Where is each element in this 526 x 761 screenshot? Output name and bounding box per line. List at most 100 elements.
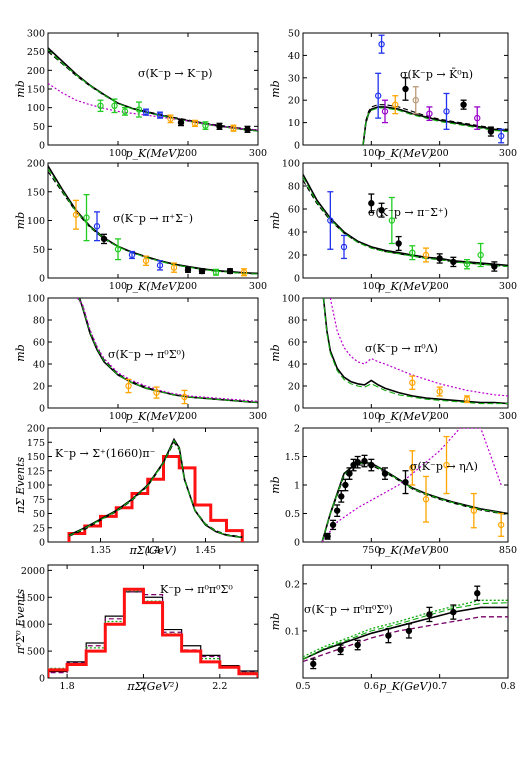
series-curve	[303, 174, 508, 267]
data-point	[381, 108, 389, 115]
plot-area	[48, 165, 258, 277]
panel-p7: 1.35 1.4 1.45 0 25 50 75 100 125 150 175 200 πΣ(GeV)…	[14, 424, 259, 557]
panel-p9: 1.8 2 2.2 0 500 1000 1500 2000 πΣ(GeV²) π⁰Σ⁰ Even…	[14, 564, 259, 693]
y-tick-label: 80	[288, 182, 300, 193]
data-point	[405, 627, 413, 635]
y-tick-label: 25	[33, 523, 45, 534]
plot-area	[48, 587, 258, 678]
x-tick-label: 800	[431, 545, 449, 556]
panel-annotation: σ(K⁻p → π⁰Λ)	[365, 342, 438, 355]
series-curve	[48, 51, 258, 131]
y-tick-label: 200	[27, 424, 45, 435]
data-point	[497, 132, 505, 140]
data-point	[392, 101, 399, 108]
y-tick-label: 50	[288, 29, 300, 40]
data-point	[350, 461, 357, 469]
x-tick-label: 300	[249, 281, 267, 292]
y-tick-label: 125	[27, 466, 45, 477]
plot-frame	[302, 564, 509, 679]
data-point	[491, 263, 498, 270]
series-curve	[48, 171, 258, 275]
y-axis-label: mb	[269, 344, 282, 361]
panel-annotation: K⁻p → π⁰π⁰Σ⁰	[160, 583, 233, 596]
data-point	[135, 106, 143, 113]
data-point	[443, 461, 450, 469]
x-axis-label: πΣ(GeV)	[129, 544, 177, 557]
x-tick-label: 0.6	[364, 681, 379, 692]
data-point	[202, 122, 209, 129]
data-point	[342, 481, 349, 489]
data-point	[487, 128, 495, 135]
y-axis-label: πΣ Events	[14, 456, 27, 514]
data-point	[395, 240, 402, 247]
data-point	[346, 470, 353, 477]
x-tick-label: 1.4	[145, 545, 160, 556]
data-point	[125, 382, 132, 390]
y-axis-label: π⁰Σ⁰ Events	[14, 589, 27, 656]
y-tick-label: 100	[27, 216, 45, 227]
y-tick-label: 75	[33, 495, 45, 506]
data-point	[153, 389, 160, 396]
y-axis-label: mb	[14, 212, 27, 229]
x-tick-label: 100	[362, 148, 380, 159]
x-tick-label: 200	[179, 281, 197, 292]
x-tick-label: 200	[179, 411, 197, 422]
y-tick-label: 0	[294, 141, 300, 152]
y-tick-label: 1000	[21, 620, 45, 631]
y-tick-label: 0	[39, 538, 45, 549]
data-point	[327, 217, 334, 224]
y-tick-label: 300	[27, 29, 45, 40]
panel-annotation: σ(K⁻p → π⁰π⁰Σ⁰)	[304, 603, 393, 616]
y-tick-label: 30	[288, 73, 300, 84]
y-tick-label: 100	[282, 294, 300, 305]
y-tick-label: 100	[27, 294, 45, 305]
y-tick-label: 150	[27, 452, 45, 463]
data-point	[324, 533, 331, 540]
panel-annotation: σ(K⁻p → ηΛ)	[410, 460, 478, 473]
x-tick-label: 2	[140, 681, 146, 692]
series-curve	[68, 439, 243, 538]
y-tick-label: 0	[39, 274, 45, 285]
data-point	[333, 507, 341, 514]
data-point	[93, 223, 101, 230]
y-tick-label: 40	[288, 51, 300, 62]
y-tick-label: 20	[288, 251, 300, 262]
x-tick-label: 750	[362, 545, 380, 556]
data-point	[310, 660, 317, 668]
data-point	[409, 379, 416, 386]
y-tick-label: 250	[27, 47, 45, 58]
panel-p2: 100 200 300 0 10 20 30 40 50 p_K(MeV) mb σ(K⁻p → K̄…	[269, 29, 517, 161]
data-point	[474, 590, 481, 597]
data-point	[450, 258, 457, 266]
x-tick-label: 200	[431, 148, 449, 159]
data-point	[470, 507, 478, 514]
x-tick-label: 300	[249, 411, 267, 422]
series-curve	[362, 104, 508, 145]
data-point	[443, 108, 450, 115]
data-point	[474, 114, 481, 122]
y-tick-label: 2	[294, 424, 300, 435]
x-axis-label: πΣ(GeV²)	[126, 680, 178, 693]
x-tick-label: 200	[431, 281, 449, 292]
data-point	[240, 269, 248, 276]
y-tick-label: 80	[33, 316, 45, 327]
series-curve	[303, 602, 508, 660]
data-point	[385, 632, 392, 639]
x-tick-label: 0.8	[500, 681, 515, 692]
y-tick-label: 0.2	[285, 579, 300, 590]
x-tick-label: 200	[179, 148, 197, 159]
y-tick-label: 60	[288, 338, 300, 349]
data-point	[378, 41, 385, 48]
y-tick-label: 80	[288, 316, 300, 327]
y-axis-label: mb	[14, 80, 27, 97]
data-point	[378, 206, 385, 214]
data-point	[97, 102, 104, 110]
data-point	[436, 388, 443, 395]
y-tick-label: 200	[27, 159, 45, 170]
data-point	[329, 521, 337, 529]
x-tick-label: 200	[431, 411, 449, 422]
data-point	[142, 257, 150, 264]
data-point	[226, 267, 234, 275]
data-point	[337, 646, 344, 653]
